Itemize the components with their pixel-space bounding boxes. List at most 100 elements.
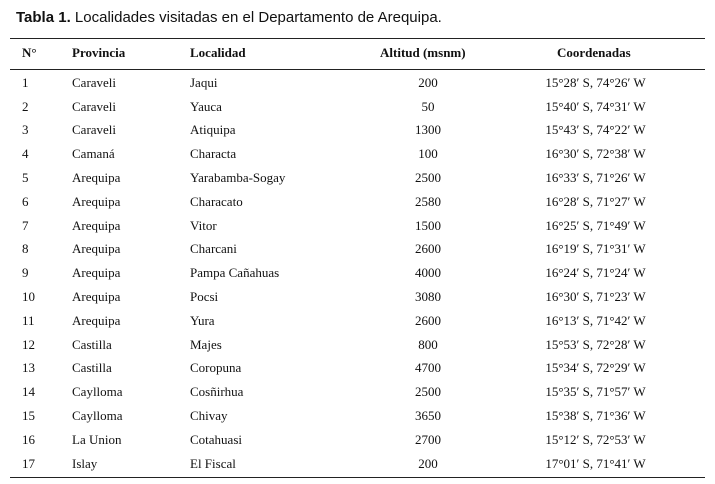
- cell-no: 13: [22, 360, 35, 376]
- cell-altitud: 3650: [415, 408, 441, 424]
- table-row: 5 Arequipa Yarabamba-Sogay 2500 16°33′ S, 71…: [10, 166, 705, 190]
- table-row: 8 Arequipa Charcani 2600 16°19′ S, 71°31′ W: [10, 238, 705, 262]
- cell-no: 6: [22, 193, 29, 209]
- cell-altitud: 4700: [415, 360, 441, 376]
- cell-provincia: Caraveli: [72, 122, 117, 138]
- table-row: 6 Arequipa Characato 2580 16°28′ S, 71°27′ W: [10, 190, 705, 214]
- cell-coordenadas: 16°30′ S, 71°23′ W: [545, 289, 646, 305]
- cell-altitud: 3080: [415, 289, 441, 305]
- cell-no: 2: [22, 98, 29, 114]
- caption-text: Localidades visitadas en el Departamento…: [70, 9, 442, 26]
- cell-localidad: Cotahuasi: [190, 431, 242, 447]
- cell-no: 16: [22, 431, 35, 447]
- top-rule: [10, 38, 705, 39]
- table-row: 10 Arequipa Pocsi 3080 16°30′ S, 71°23′ W: [10, 285, 705, 309]
- cell-provincia: Arequipa: [72, 217, 121, 233]
- table-row: 17 Islay El Fiscal 200 17°01′ S, 71°41′ W: [10, 452, 705, 476]
- cell-coordenadas: 16°25′ S, 71°49′ W: [545, 217, 646, 233]
- cell-localidad: Jaqui: [190, 74, 218, 90]
- cell-coordenadas: 17°01′ S, 71°41′ W: [545, 455, 646, 471]
- table-caption: Tabla 1. Localidades visitadas en el Dep…: [16, 9, 442, 26]
- header-coordenadas: Coordenadas: [557, 45, 631, 60]
- cell-provincia: Caraveli: [72, 74, 117, 90]
- cell-localidad: El Fiscal: [190, 455, 236, 471]
- cell-no: 5: [22, 170, 29, 186]
- header-localidad: Localidad: [190, 45, 246, 60]
- cell-coordenadas: 15°28′ S, 74°26′ W: [545, 74, 646, 90]
- cell-no: 10: [22, 289, 35, 305]
- cell-altitud: 2500: [415, 170, 441, 186]
- cell-provincia: Castilla: [72, 360, 112, 376]
- cell-altitud: 800: [418, 336, 438, 352]
- cell-localidad: Pocsi: [190, 289, 219, 305]
- cell-coordenadas: 15°38′ S, 71°36′ W: [545, 408, 646, 424]
- table-row: 16 La Union Cotahuasi 2700 15°12′ S, 72°53′ …: [10, 428, 705, 452]
- cell-provincia: La Union: [72, 431, 122, 447]
- table-row: 2 Caraveli Yauca 50 15°40′ S, 74°31′ W: [10, 95, 705, 119]
- table-row: 11 Arequipa Yura 2600 16°13′ S, 71°42′ W: [10, 309, 705, 333]
- table-row: 13 Castilla Coropuna 4700 15°34′ S, 72°29′ W: [10, 357, 705, 381]
- header-no: N°: [22, 45, 37, 60]
- cell-altitud: 4000: [415, 265, 441, 281]
- cell-provincia: Caylloma: [72, 384, 123, 400]
- cell-altitud: 2500: [415, 384, 441, 400]
- localities-table: 1 Caraveli Jaqui 200 15°28′ S, 74°26′ W 2 Cara…: [10, 71, 705, 476]
- cell-no: 14: [22, 384, 35, 400]
- cell-provincia: Arequipa: [72, 312, 121, 328]
- cell-coordenadas: 16°33′ S, 71°26′ W: [545, 170, 646, 186]
- cell-localidad: Characta: [190, 146, 237, 162]
- cell-localidad: Charcani: [190, 241, 237, 257]
- cell-localidad: Yura: [190, 312, 215, 328]
- table-row: 12 Castilla Majes 800 15°53′ S, 72°28′ W: [10, 333, 705, 357]
- cell-coordenadas: 15°43′ S, 74°22′ W: [545, 122, 646, 138]
- table-row: 14 Caylloma Cosñirhua 2500 15°35′ S, 71°57′ …: [10, 380, 705, 404]
- table-body: 1 Caraveli Jaqui 200 15°28′ S, 74°26′ W 2 Cara…: [10, 71, 705, 476]
- cell-localidad: Characato: [190, 193, 243, 209]
- table-row: 15 Caylloma Chivay 3650 15°38′ S, 71°36′ W: [10, 404, 705, 428]
- cell-coordenadas: 16°30′ S, 72°38′ W: [545, 146, 646, 162]
- cell-provincia: Castilla: [72, 336, 112, 352]
- cell-coordenadas: 16°13′ S, 71°42′ W: [545, 312, 646, 328]
- cell-coordenadas: 15°40′ S, 74°31′ W: [545, 98, 646, 114]
- cell-coordenadas: 15°34′ S, 72°29′ W: [545, 360, 646, 376]
- cell-altitud: 2600: [415, 241, 441, 257]
- cell-localidad: Majes: [190, 336, 222, 352]
- bottom-rule: [10, 477, 705, 478]
- cell-altitud: 200: [418, 455, 438, 471]
- table-row: 1 Caraveli Jaqui 200 15°28′ S, 74°26′ W: [10, 71, 705, 95]
- cell-no: 3: [22, 122, 29, 138]
- cell-provincia: Arequipa: [72, 241, 121, 257]
- cell-coordenadas: 16°19′ S, 71°31′ W: [545, 241, 646, 257]
- cell-altitud: 2700: [415, 431, 441, 447]
- cell-coordenadas: 16°24′ S, 71°24′ W: [545, 265, 646, 281]
- cell-altitud: 1500: [415, 217, 441, 233]
- cell-no: 17: [22, 455, 35, 471]
- cell-provincia: Arequipa: [72, 265, 121, 281]
- cell-altitud: 100: [418, 146, 438, 162]
- cell-coordenadas: 15°53′ S, 72°28′ W: [545, 336, 646, 352]
- table-row: 4 Camaná Characta 100 16°30′ S, 72°38′ W: [10, 142, 705, 166]
- cell-no: 4: [22, 146, 29, 162]
- cell-localidad: Yauca: [190, 98, 222, 114]
- cell-coordenadas: 15°35′ S, 71°57′ W: [545, 384, 646, 400]
- cell-altitud: 2580: [415, 193, 441, 209]
- cell-no: 8: [22, 241, 29, 257]
- cell-provincia: Caraveli: [72, 98, 117, 114]
- cell-altitud: 2600: [415, 312, 441, 328]
- cell-provincia: Arequipa: [72, 289, 121, 305]
- header-altitud: Altitud (msnm): [380, 45, 466, 60]
- cell-localidad: Pampa Cañahuas: [190, 265, 280, 281]
- cell-localidad: Cosñirhua: [190, 384, 244, 400]
- cell-no: 15: [22, 408, 35, 424]
- cell-coordenadas: 16°28′ S, 71°27′ W: [545, 193, 646, 209]
- cell-provincia: Caylloma: [72, 408, 123, 424]
- cell-localidad: Yarabamba-Sogay: [190, 170, 286, 186]
- table-row: 3 Caraveli Atiquipa 1300 15°43′ S, 74°22′ W: [10, 119, 705, 143]
- cell-no: 11: [22, 312, 35, 328]
- cell-altitud: 1300: [415, 122, 441, 138]
- cell-provincia: Islay: [72, 455, 98, 471]
- caption-label: Tabla 1.: [16, 9, 71, 26]
- cell-no: 9: [22, 265, 29, 281]
- header-provincia: Provincia: [72, 45, 126, 60]
- cell-localidad: Atiquipa: [190, 122, 236, 138]
